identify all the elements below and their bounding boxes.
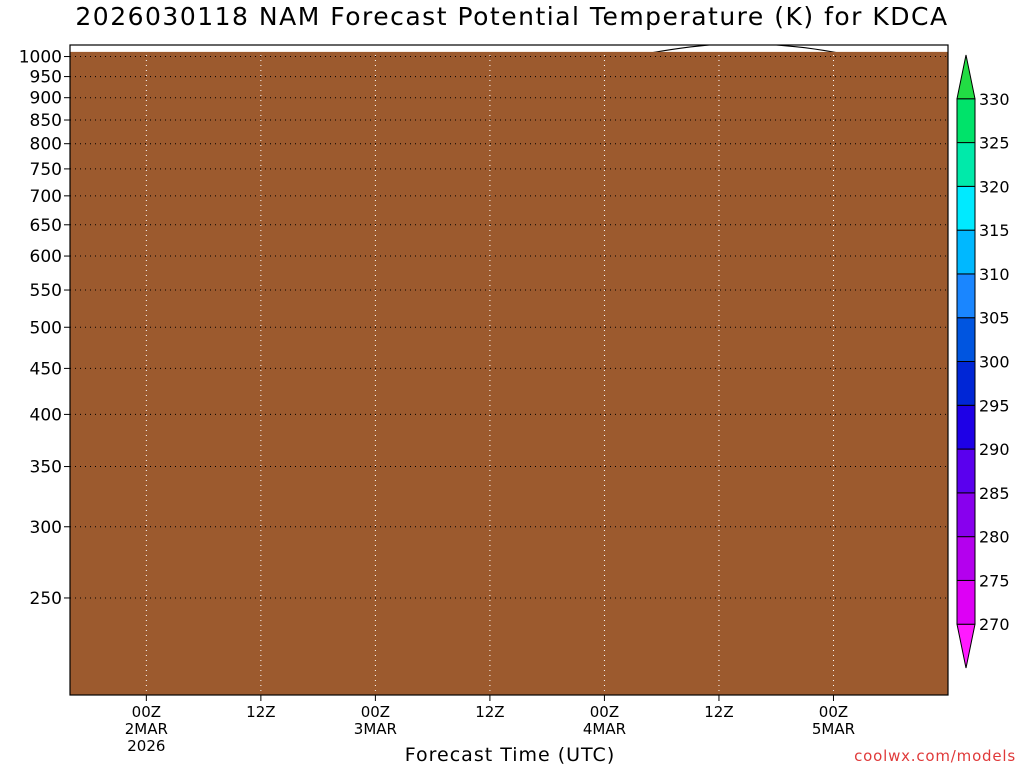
x-tick-label: 00Z [361, 703, 390, 721]
x-tick-label: 5MAR [812, 720, 855, 738]
colorbar-segment [956, 185, 976, 231]
credit-text: coolwx.com/models [854, 747, 1016, 765]
x-tick-label: 3MAR [354, 720, 397, 738]
y-tick-label: 1000 [19, 48, 62, 68]
colorbar: 270 275 280 285 290 295 300 305 310 315 320 325 330 [956, 54, 1010, 669]
colorbar-label: 310 [979, 265, 1010, 284]
y-tick-label: 900 [30, 89, 62, 109]
colorbar-segment [956, 536, 976, 581]
colorbar-segment [956, 361, 976, 406]
colorbar-label: 285 [979, 484, 1010, 503]
x-tick-label: 12Z [704, 703, 733, 721]
x-tick-label: 00Z [819, 703, 848, 721]
colorbar-label: 280 [979, 528, 1010, 547]
y-tick-label: 850 [30, 111, 62, 131]
colorbar-segment [956, 98, 976, 144]
y-tick-label: 800 [30, 135, 62, 155]
colorbar-segment [956, 579, 976, 625]
x-tick-label: 12Z [475, 703, 504, 721]
y-tick-label: 950 [30, 68, 62, 88]
y-tick-label: 300 [30, 518, 62, 538]
x-axis-label: Forecast Time (UTC) [404, 744, 616, 766]
colorbar-segment [956, 142, 976, 187]
colorbar-label: 300 [979, 353, 1010, 372]
x-tick-label: 00Z [590, 703, 619, 721]
chart-title: 2026030118 NAM Forecast Potential Temper… [75, 2, 949, 31]
y-tick-label: 450 [30, 359, 62, 379]
colorbar-label: 320 [979, 177, 1010, 196]
colorbar-label: 275 [979, 571, 1010, 590]
colorbar-segment [956, 54, 976, 100]
x-tick-label: 4MAR [583, 720, 626, 738]
plot-frame [69, 44, 949, 696]
colorbar-label: 330 [979, 90, 1010, 109]
y-tick-label: 550 [30, 281, 62, 301]
colorbar-label: 305 [979, 309, 1010, 328]
x-tick-label: 00Z [132, 703, 161, 721]
y-tick-label: 350 [30, 458, 62, 478]
y-tick-label: 700 [30, 187, 62, 207]
colorbar-label: 315 [979, 221, 1010, 240]
y-tick-label: 750 [30, 160, 62, 180]
colorbar-label: 270 [979, 615, 1010, 634]
y-tick-label: 250 [30, 589, 62, 609]
colorbar-segment [956, 492, 976, 538]
colorbar-label: 325 [979, 134, 1010, 153]
plot-area: 3283283283243243243203203203203163163123… [69, 44, 949, 696]
y-tick-label: 650 [30, 216, 62, 236]
colorbar-segment [956, 273, 976, 319]
colorbar-segment [956, 448, 976, 494]
colorbar-segment [956, 317, 976, 363]
x-tick-label: 12Z [246, 703, 275, 721]
ground-strip [70, 51, 948, 696]
y-tick-label: 600 [30, 247, 62, 267]
colorbar-segment [956, 229, 976, 275]
colorbar-label: 295 [979, 396, 1010, 415]
y-tick-label: 400 [30, 405, 62, 425]
colorbar-label: 290 [979, 440, 1010, 459]
x-tick-label: 2026 [127, 737, 165, 755]
colorbar-segment [956, 404, 976, 450]
x-tick-label: 2MAR [125, 720, 168, 738]
colorbar-segment [956, 623, 976, 669]
y-tick-label: 500 [30, 318, 62, 338]
axes: 2503003504004505005506006507007508008509… [19, 44, 949, 755]
